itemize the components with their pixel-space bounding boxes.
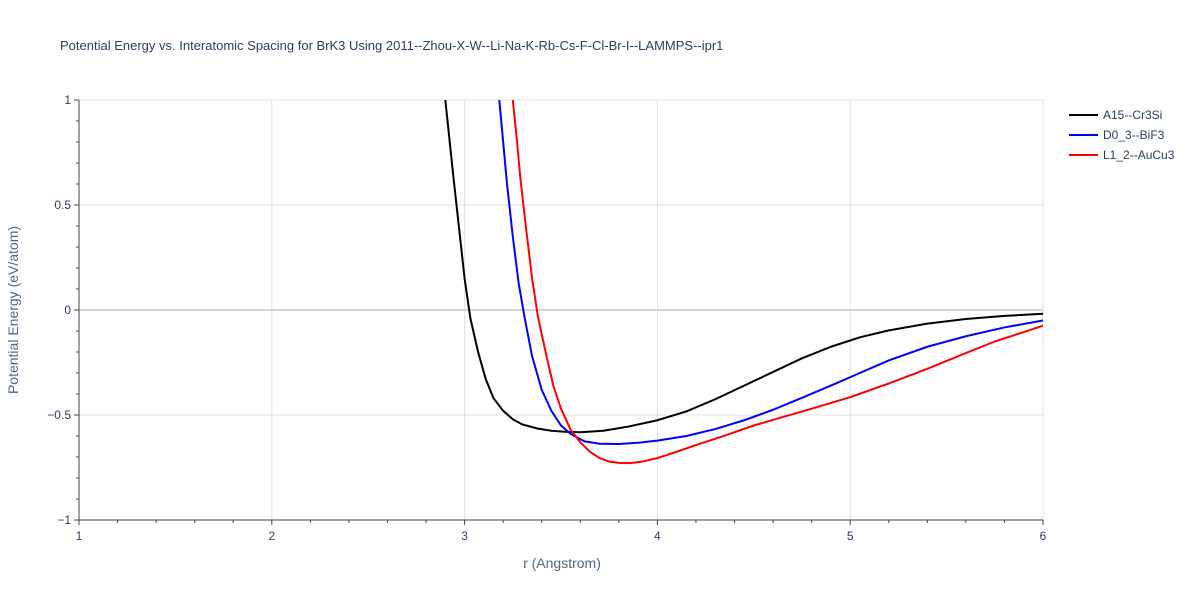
legend[interactable]: A15--Cr3Si D0_3--BiF3 L1_2--AuCu3: [1069, 108, 1175, 162]
axes: 1 2 3 4 5 6 −1 −0.5 0 0.5 1: [47, 93, 1046, 543]
legend-label: A15--Cr3Si: [1103, 108, 1162, 122]
y-tick-label: 0.5: [54, 198, 71, 212]
x-tick-label: 2: [268, 529, 275, 543]
series-line-a15-cr3si[interactable]: [444, 100, 1043, 434]
chart-title: Potential Energy vs. Interatomic Spacing…: [60, 38, 723, 53]
legend-item[interactable]: A15--Cr3Si: [1069, 108, 1162, 122]
series-line-d0-3-bif3[interactable]: [498, 100, 1043, 445]
x-tick-label: 1: [76, 529, 83, 543]
x-tick-label: 5: [847, 529, 854, 543]
x-axis-label: r (Angstrom): [523, 555, 601, 571]
legend-item[interactable]: L1_2--AuCu3: [1069, 148, 1175, 162]
y-tick-label: 1: [64, 93, 71, 107]
y-axis-label: Potential Energy (eV/atom): [5, 226, 21, 394]
y-tick-label: −1: [57, 513, 71, 527]
legend-label: D0_3--BiF3: [1103, 128, 1165, 142]
x-tick-label: 4: [654, 529, 661, 543]
y-tick-label: −0.5: [47, 408, 71, 422]
series-line-l1-2-aucu3[interactable]: [511, 100, 1043, 465]
plot-area: [444, 100, 1043, 465]
legend-label: L1_2--AuCu3: [1103, 148, 1175, 162]
legend-item[interactable]: D0_3--BiF3: [1069, 128, 1165, 142]
x-tick-label: 3: [461, 529, 468, 543]
x-tick-label: 6: [1040, 529, 1047, 543]
y-tick-label: 0: [64, 303, 71, 317]
grid: [79, 99, 1044, 520]
